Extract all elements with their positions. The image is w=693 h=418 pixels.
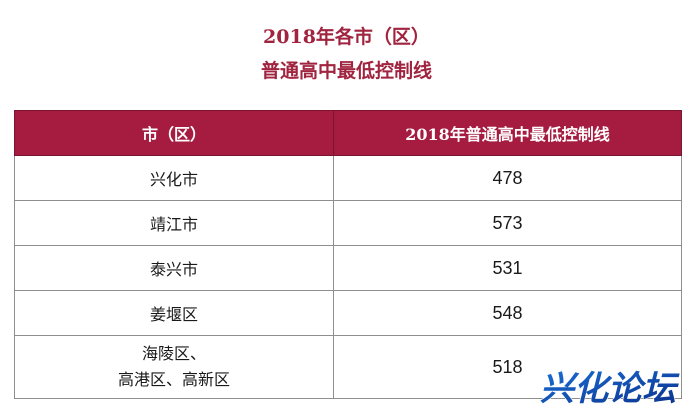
region-cell: 兴化市: [14, 155, 334, 201]
score-cell: 573: [333, 200, 682, 246]
region-name-line-1: 海陵区、: [141, 344, 206, 363]
region-name: 兴化市: [149, 170, 198, 189]
score-cell: 518: [333, 335, 682, 399]
header-region: 市（区）: [14, 110, 334, 156]
title-line-2: 普通高中最低控制线: [260, 60, 432, 82]
table-row: 靖江市 573: [14, 200, 682, 246]
score-cell: 531: [333, 245, 682, 291]
score-cell: 478: [333, 155, 682, 201]
table-row: 兴化市 478: [14, 155, 682, 201]
table-row: 泰兴市 531: [14, 245, 682, 291]
region-cell: 海陵区、 高港区、高新区: [14, 335, 334, 399]
control-line-table: 市（区） 2018年普通高中最低控制线 兴化市 478 靖江市 573 泰兴市 …: [14, 110, 682, 399]
region-name-line-2: 高港区、高新区: [117, 370, 230, 389]
region-name: 靖江市: [149, 215, 198, 234]
region-cell: 泰兴市: [14, 245, 334, 291]
table-row: 姜堰区 548: [14, 290, 682, 336]
region-cell: 姜堰区: [14, 290, 334, 336]
score-cell: 548: [333, 290, 682, 336]
region-name: 泰兴市: [149, 260, 198, 279]
header-score: 2018年普通高中最低控制线: [333, 110, 682, 156]
table-header-row: 市（区） 2018年普通高中最低控制线: [14, 110, 682, 156]
page-title: 2018年各市（区） 普通高中最低控制线: [0, 20, 693, 88]
region-name: 姜堰区: [149, 305, 198, 324]
table-row: 海陵区、 高港区、高新区 518: [14, 335, 682, 399]
region-cell: 靖江市: [14, 200, 334, 246]
title-line-1: 2018年各市（区）: [263, 26, 430, 48]
